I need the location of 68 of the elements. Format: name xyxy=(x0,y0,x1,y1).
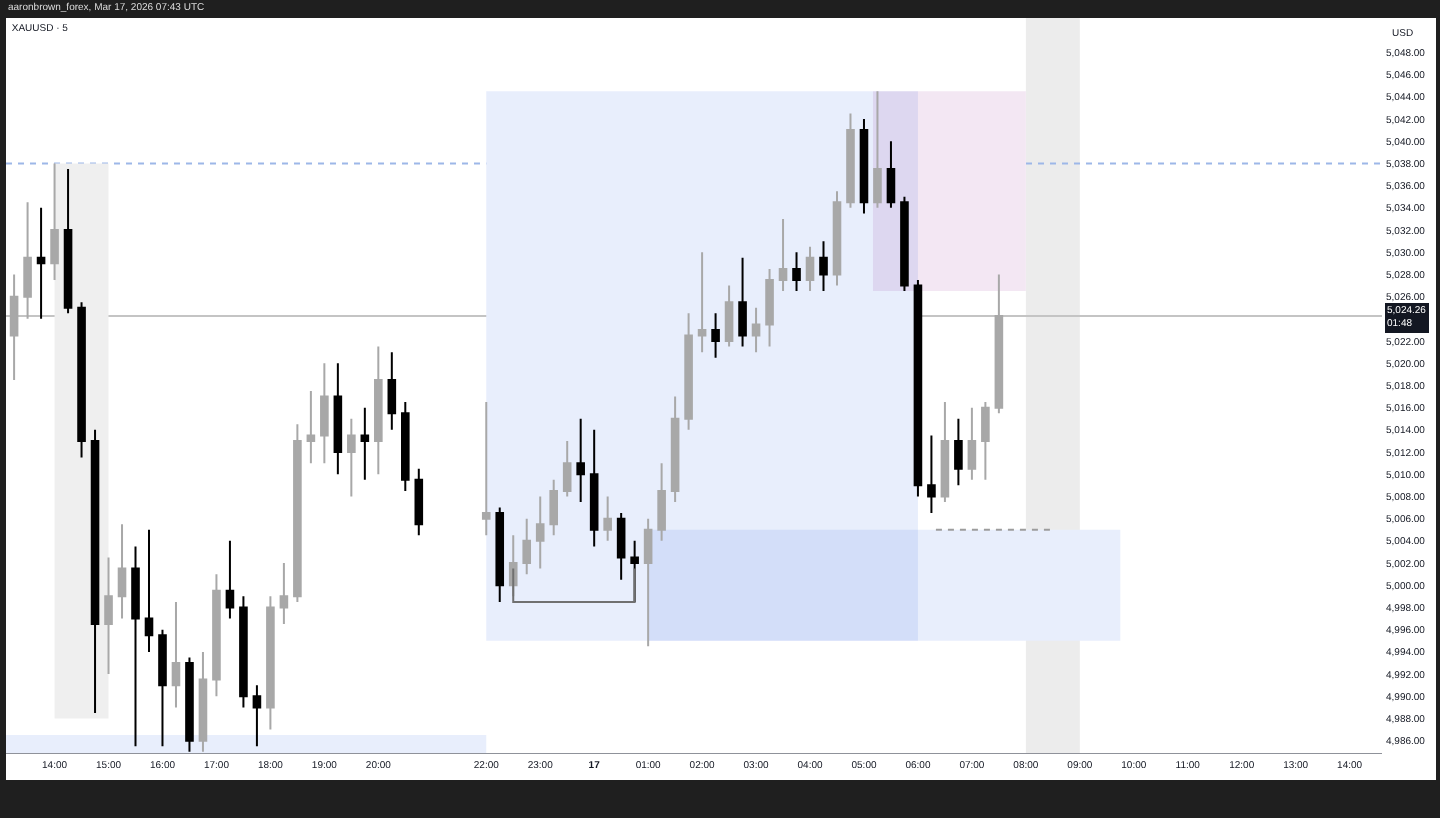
candlestick xyxy=(751,306,761,354)
candlestick xyxy=(697,251,707,354)
candlestick xyxy=(306,390,316,465)
candlestick xyxy=(144,528,154,653)
candlestick xyxy=(576,417,585,503)
candlestick xyxy=(225,539,235,620)
candlestick xyxy=(77,301,86,459)
candlestick xyxy=(954,417,963,487)
candlestick xyxy=(616,512,626,581)
candlestick xyxy=(819,240,828,293)
candlestick xyxy=(36,206,46,320)
candlestick xyxy=(873,90,882,209)
candlestick xyxy=(711,312,720,359)
candlestick xyxy=(414,467,424,537)
candlestick xyxy=(333,362,343,476)
candlestick xyxy=(670,395,680,503)
candlestick xyxy=(535,495,545,570)
candlestick xyxy=(900,195,909,293)
candlestick xyxy=(252,684,262,748)
candlestick xyxy=(374,345,383,476)
candlestick xyxy=(171,600,181,709)
candlestick xyxy=(279,562,289,626)
candlestick xyxy=(9,273,19,381)
candlestick xyxy=(266,595,275,731)
candlestick xyxy=(805,245,815,293)
candlestick xyxy=(549,478,558,537)
candlestick xyxy=(738,256,747,348)
candlestick xyxy=(522,517,532,576)
candlestick xyxy=(832,190,842,287)
candlestick xyxy=(481,401,491,537)
candlestick xyxy=(778,217,788,293)
candlestick xyxy=(293,423,302,603)
candlestick xyxy=(401,401,410,492)
candlestick xyxy=(994,273,1004,415)
candlestick xyxy=(981,401,990,481)
candlestick xyxy=(846,112,855,209)
candlestick xyxy=(724,284,734,348)
candlestick xyxy=(886,140,896,209)
candlestick xyxy=(90,428,100,714)
candlestick xyxy=(927,434,936,515)
candlestick xyxy=(657,462,666,542)
candlestick xyxy=(198,650,208,753)
candlestick xyxy=(562,439,572,498)
candlestick xyxy=(320,362,329,465)
candlestick xyxy=(495,506,505,603)
candlestick xyxy=(589,428,599,548)
candlestick xyxy=(360,406,370,481)
candlestick xyxy=(643,517,653,648)
candlestick xyxy=(913,278,923,498)
candlestick xyxy=(104,556,113,676)
candlestick xyxy=(239,595,248,709)
candlestick xyxy=(684,312,693,431)
candlestick xyxy=(859,118,869,215)
candlestick xyxy=(23,201,32,320)
candlestick xyxy=(792,251,801,293)
candlestick xyxy=(50,162,59,281)
candlestick xyxy=(212,573,221,698)
candlestick xyxy=(603,495,612,542)
candlestick xyxy=(63,167,73,315)
candlestick xyxy=(117,523,127,620)
candlestick xyxy=(158,628,167,748)
candlestick xyxy=(347,417,356,498)
candlestick xyxy=(765,267,774,348)
candlestick xyxy=(967,406,977,481)
candlestick xyxy=(185,656,194,753)
candlestick xyxy=(131,545,140,748)
candlestick xyxy=(940,401,950,503)
candlestick xyxy=(387,351,397,431)
